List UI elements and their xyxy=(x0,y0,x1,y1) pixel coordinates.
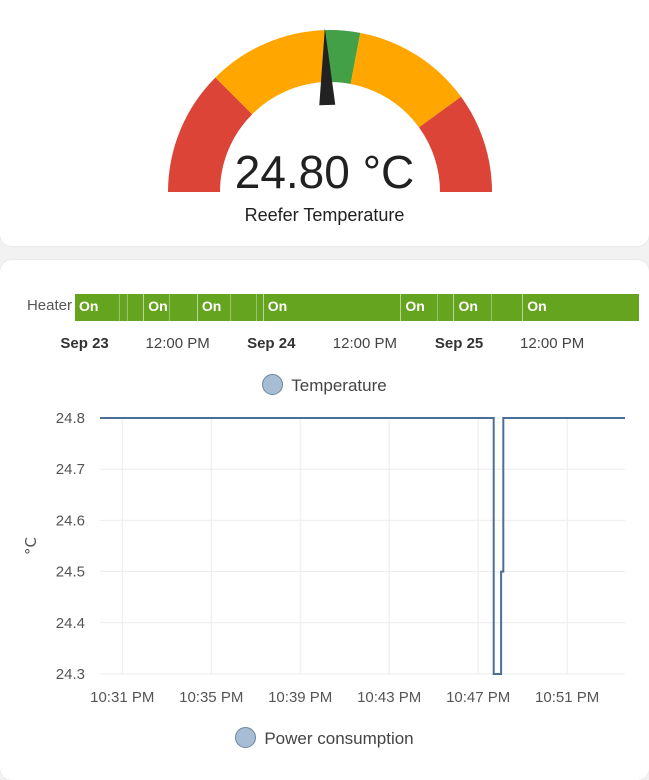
legend-temperature-label: Temperature xyxy=(291,376,387,395)
legend-power[interactable]: Power consumption xyxy=(0,727,649,749)
timeline-tick-label: Sep 25 xyxy=(434,335,484,352)
timeline-tick-label: Sep 24 xyxy=(247,335,296,352)
y-tick-label: 24.4 xyxy=(56,615,85,632)
y-tick-label: 24.6 xyxy=(56,512,85,529)
timeline-segment[interactable]: On xyxy=(143,294,168,321)
timeline-segment[interactable] xyxy=(256,294,263,321)
gauge-needle xyxy=(319,28,336,106)
temperature-series-line[interactable] xyxy=(100,417,625,675)
x-tick-label: 10:43 PM xyxy=(357,689,421,706)
y-tick-label: 24.3 xyxy=(56,666,85,683)
x-tick-label: 10:31 PM xyxy=(90,689,154,706)
y-tick-label: 24.5 xyxy=(56,564,85,581)
timeline-segment[interactable] xyxy=(436,294,454,321)
x-tick-label: 10:39 PM xyxy=(268,689,332,706)
timeline-tick-label: Sep 23 xyxy=(60,335,109,352)
legend-dot-icon xyxy=(235,727,257,748)
gauge-card: 24.80 °C Reefer Temperature xyxy=(0,0,649,246)
gauge-segment xyxy=(324,29,361,84)
timeline-segment[interactable]: On xyxy=(262,294,401,321)
x-tick-label: 10:51 PM xyxy=(535,689,599,706)
timeline-segment[interactable]: On xyxy=(453,294,490,321)
timeline-segment[interactable]: On xyxy=(400,294,436,321)
legend-power-label: Power consumption xyxy=(264,729,414,748)
gauge-segment xyxy=(418,96,492,192)
temperature-chart[interactable]: 24.8 24.7 24.6 24.5 24.4 24.3 10:31 PM 10:35 PM… xyxy=(0,390,649,720)
timeline-segment[interactable] xyxy=(230,294,256,321)
timeline-segment[interactable] xyxy=(126,294,143,321)
y-axis-label: °C xyxy=(22,537,40,555)
y-tick-label: 24.7 xyxy=(56,461,85,478)
timeline-tick-label: 12:00 PM xyxy=(520,335,585,352)
y-tick-label: 24.8 xyxy=(56,410,85,427)
timeline-tick-label: 12:00 PM xyxy=(332,335,397,352)
history-card: Heater On On On On On On On Sep 23 12:00 PM Sep … xyxy=(0,260,649,780)
gauge-segment xyxy=(215,30,327,115)
timeline-segment[interactable] xyxy=(118,294,127,321)
timeline-segment[interactable]: On xyxy=(522,294,639,321)
heater-timeline[interactable]: On On On On On On On xyxy=(75,294,639,321)
temperature-gauge xyxy=(168,28,492,192)
gauge-segment xyxy=(168,77,253,192)
timeline-segment[interactable]: On xyxy=(196,294,230,321)
x-tick-label: 10:47 PM xyxy=(446,689,510,706)
gauge-value: 24.80 °C xyxy=(234,146,415,198)
gauge-name[interactable]: Reefer Temperature xyxy=(244,205,405,225)
timeline-label: Heater xyxy=(26,297,72,314)
legend-temperature[interactable]: Temperature xyxy=(0,374,649,396)
legend-dot-icon xyxy=(262,374,284,395)
x-tick-label: 10:35 PM xyxy=(179,689,243,706)
timeline-segment[interactable] xyxy=(490,294,523,321)
gauge-segment xyxy=(350,32,462,128)
timeline-tick-label: 12:00 PM xyxy=(145,335,210,352)
timeline-segment[interactable] xyxy=(168,294,197,321)
timeline-segment[interactable]: On xyxy=(79,298,99,314)
